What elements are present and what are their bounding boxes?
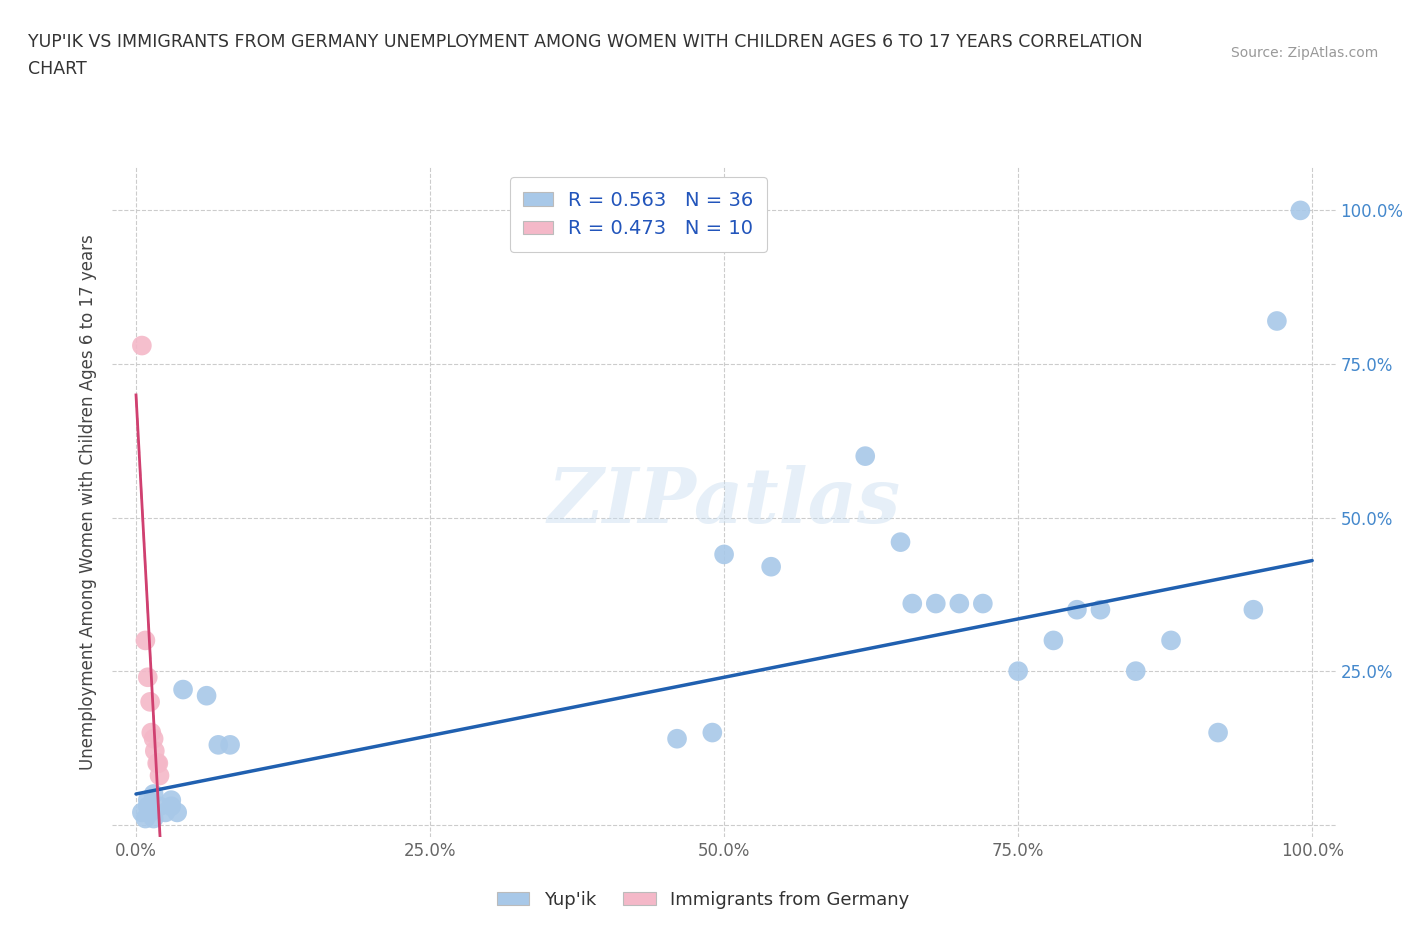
Point — [1241, 603, 1264, 618]
Point — [901, 596, 924, 611]
Point — [136, 670, 159, 684]
Point — [1066, 603, 1088, 618]
Point — [1007, 664, 1029, 679]
Point — [925, 596, 948, 611]
Legend: R = 0.563   N = 36, R = 0.473   N = 10: R = 0.563 N = 36, R = 0.473 N = 10 — [510, 177, 768, 252]
Point — [1289, 203, 1312, 218]
Point — [166, 805, 188, 820]
Point — [160, 792, 183, 807]
Point — [136, 792, 159, 807]
Point — [155, 805, 177, 820]
Point — [134, 633, 156, 648]
Text: ZIPatlas: ZIPatlas — [547, 465, 901, 539]
Point — [666, 731, 689, 746]
Point — [148, 756, 170, 771]
Point — [142, 811, 165, 826]
Point — [195, 688, 218, 703]
Text: YUP'IK VS IMMIGRANTS FROM GERMANY UNEMPLOYMENT AMONG WOMEN WITH CHILDREN AGES 6 : YUP'IK VS IMMIGRANTS FROM GERMANY UNEMPL… — [28, 33, 1143, 50]
Point — [142, 731, 165, 746]
Point — [1206, 725, 1229, 740]
Point — [219, 737, 242, 752]
Point — [972, 596, 994, 611]
Point — [146, 756, 169, 771]
Point — [141, 725, 163, 740]
Point — [148, 768, 170, 783]
Point — [759, 559, 782, 574]
Point — [139, 695, 162, 710]
Point — [853, 448, 876, 463]
Text: Source: ZipAtlas.com: Source: ZipAtlas.com — [1230, 46, 1378, 60]
Point — [136, 799, 159, 814]
Point — [142, 787, 165, 802]
Y-axis label: Unemployment Among Women with Children Ages 6 to 17 years: Unemployment Among Women with Children A… — [79, 234, 97, 770]
Text: CHART: CHART — [28, 60, 87, 78]
Point — [1265, 313, 1288, 328]
Point — [143, 744, 166, 759]
Point — [1090, 603, 1112, 618]
Point — [1042, 633, 1064, 648]
Point — [702, 725, 724, 740]
Point — [131, 339, 153, 353]
Point — [713, 547, 735, 562]
Point — [172, 682, 194, 697]
Point — [207, 737, 229, 752]
Point — [948, 596, 970, 611]
Point — [160, 799, 183, 814]
Point — [1125, 664, 1147, 679]
Point — [148, 799, 170, 814]
Point — [134, 811, 156, 826]
Point — [889, 535, 911, 550]
Legend: Yup'ik, Immigrants from Germany: Yup'ik, Immigrants from Germany — [489, 884, 917, 916]
Point — [131, 805, 153, 820]
Point — [139, 805, 162, 820]
Point — [1160, 633, 1182, 648]
